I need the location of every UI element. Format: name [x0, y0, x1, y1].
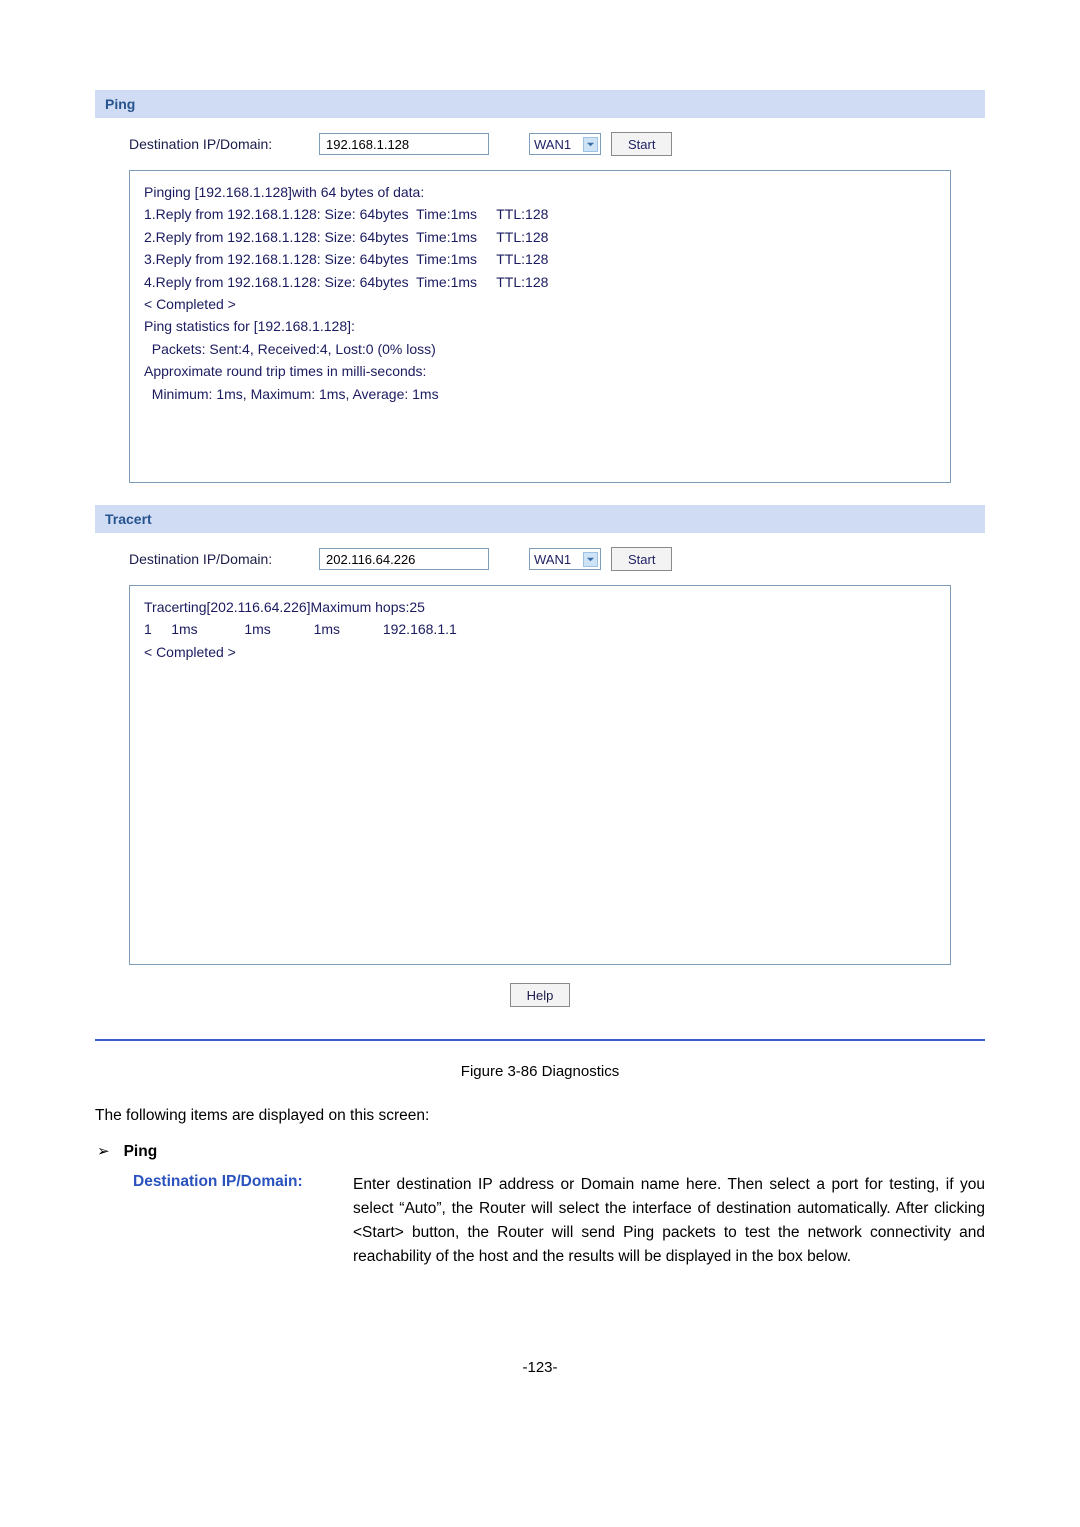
ping-bullet: ➢ Ping	[97, 1142, 985, 1161]
intro-text: The following items are displayed on thi…	[95, 1104, 985, 1127]
tracert-destination-input[interactable]	[319, 548, 489, 570]
ping-bullet-title: Ping	[124, 1143, 158, 1161]
divider	[95, 1039, 985, 1041]
definition-body: Enter destination IP address or Domain n…	[353, 1173, 985, 1269]
definition-row: Destination IP/Domain: Enter destination…	[133, 1173, 985, 1269]
tracert-wan-selected: WAN1	[534, 552, 571, 567]
tracert-destination-label: Destination IP/Domain:	[129, 551, 309, 567]
ping-output: Pinging [192.168.1.128]with 64 bytes of …	[129, 170, 951, 483]
ping-destination-input[interactable]	[319, 133, 489, 155]
ping-wan-selected: WAN1	[534, 137, 571, 152]
ping-destination-label: Destination IP/Domain:	[129, 136, 309, 152]
ping-header: Ping	[95, 90, 985, 118]
definition-term: Destination IP/Domain:	[133, 1173, 343, 1269]
tracert-wan-select[interactable]: WAN1	[529, 548, 601, 570]
tracert-output: Tracerting[202.116.64.226]Maximum hops:2…	[129, 585, 951, 965]
tracert-header: Tracert	[95, 505, 985, 533]
tracert-input-row: Destination IP/Domain: WAN1 Start	[129, 547, 951, 571]
help-button[interactable]: Help	[510, 983, 571, 1007]
ping-start-button[interactable]: Start	[611, 132, 672, 156]
page-number: -123-	[95, 1359, 985, 1376]
chevron-down-icon	[583, 137, 598, 152]
triangle-bullet-icon: ➢	[97, 1142, 110, 1160]
ping-input-row: Destination IP/Domain: WAN1 Start	[129, 132, 951, 156]
tracert-start-button[interactable]: Start	[611, 547, 672, 571]
ping-wan-select[interactable]: WAN1	[529, 133, 601, 155]
figure-caption: Figure 3-86 Diagnostics	[95, 1063, 985, 1080]
chevron-down-icon	[583, 552, 598, 567]
ping-panel: Destination IP/Domain: WAN1 Start Pingin…	[95, 132, 985, 505]
tracert-panel: Destination IP/Domain: WAN1 Start Tracer…	[95, 547, 985, 1039]
